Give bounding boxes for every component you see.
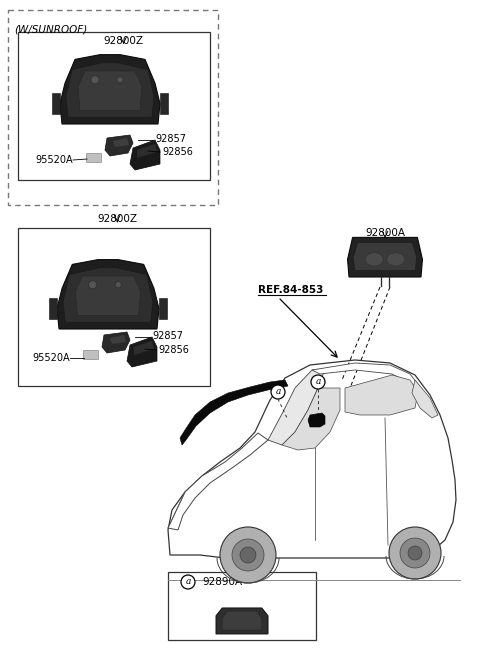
Polygon shape: [168, 360, 456, 558]
Polygon shape: [353, 243, 417, 270]
Polygon shape: [348, 237, 422, 277]
Polygon shape: [180, 380, 288, 445]
Polygon shape: [168, 433, 268, 530]
Polygon shape: [412, 380, 438, 418]
Polygon shape: [102, 332, 130, 353]
Circle shape: [240, 547, 256, 563]
Polygon shape: [49, 298, 57, 319]
Circle shape: [91, 76, 99, 84]
Text: 92800Z: 92800Z: [104, 36, 144, 46]
Text: 92856: 92856: [158, 345, 189, 355]
Polygon shape: [66, 63, 154, 117]
Circle shape: [117, 77, 123, 83]
Polygon shape: [282, 388, 340, 450]
Text: 92890A: 92890A: [202, 577, 242, 587]
Text: 95520A: 95520A: [32, 353, 70, 363]
Polygon shape: [127, 337, 157, 367]
Text: 95520A: 95520A: [35, 155, 72, 165]
Polygon shape: [137, 144, 157, 158]
Circle shape: [311, 375, 325, 389]
Bar: [18, 228, 210, 386]
Polygon shape: [57, 260, 159, 329]
Polygon shape: [222, 611, 262, 630]
Circle shape: [181, 575, 195, 589]
Polygon shape: [110, 335, 126, 344]
Text: a: a: [185, 577, 191, 586]
Text: 92856: 92856: [162, 147, 193, 157]
Text: 92857: 92857: [152, 331, 183, 341]
Polygon shape: [75, 276, 141, 316]
Text: (W/SUNROOF): (W/SUNROOF): [14, 24, 87, 34]
Polygon shape: [345, 375, 418, 415]
Polygon shape: [134, 341, 154, 355]
Polygon shape: [105, 135, 133, 156]
Circle shape: [115, 282, 121, 288]
Circle shape: [220, 527, 276, 583]
Polygon shape: [160, 93, 168, 113]
Polygon shape: [63, 268, 153, 322]
Polygon shape: [60, 54, 160, 124]
Text: REF.84-853: REF.84-853: [258, 285, 324, 295]
Circle shape: [408, 546, 422, 560]
Polygon shape: [52, 93, 60, 113]
Ellipse shape: [365, 253, 383, 266]
Circle shape: [400, 538, 430, 568]
Polygon shape: [216, 608, 268, 634]
FancyBboxPatch shape: [86, 154, 101, 163]
Polygon shape: [312, 363, 420, 387]
Text: 92800A: 92800A: [365, 228, 405, 238]
Bar: [168, 572, 316, 640]
Circle shape: [389, 527, 441, 579]
Polygon shape: [308, 413, 325, 427]
FancyBboxPatch shape: [84, 350, 98, 359]
Circle shape: [232, 539, 264, 571]
Polygon shape: [130, 140, 160, 170]
Text: a: a: [276, 388, 281, 396]
Ellipse shape: [387, 253, 405, 266]
Text: 92800Z: 92800Z: [97, 214, 137, 224]
Circle shape: [89, 281, 96, 289]
Polygon shape: [78, 71, 142, 110]
Text: 92857: 92857: [155, 134, 186, 144]
Text: a: a: [315, 377, 321, 386]
Polygon shape: [113, 138, 129, 147]
Polygon shape: [268, 369, 325, 445]
Circle shape: [271, 385, 285, 399]
Bar: [18, 32, 210, 180]
Polygon shape: [159, 298, 167, 319]
